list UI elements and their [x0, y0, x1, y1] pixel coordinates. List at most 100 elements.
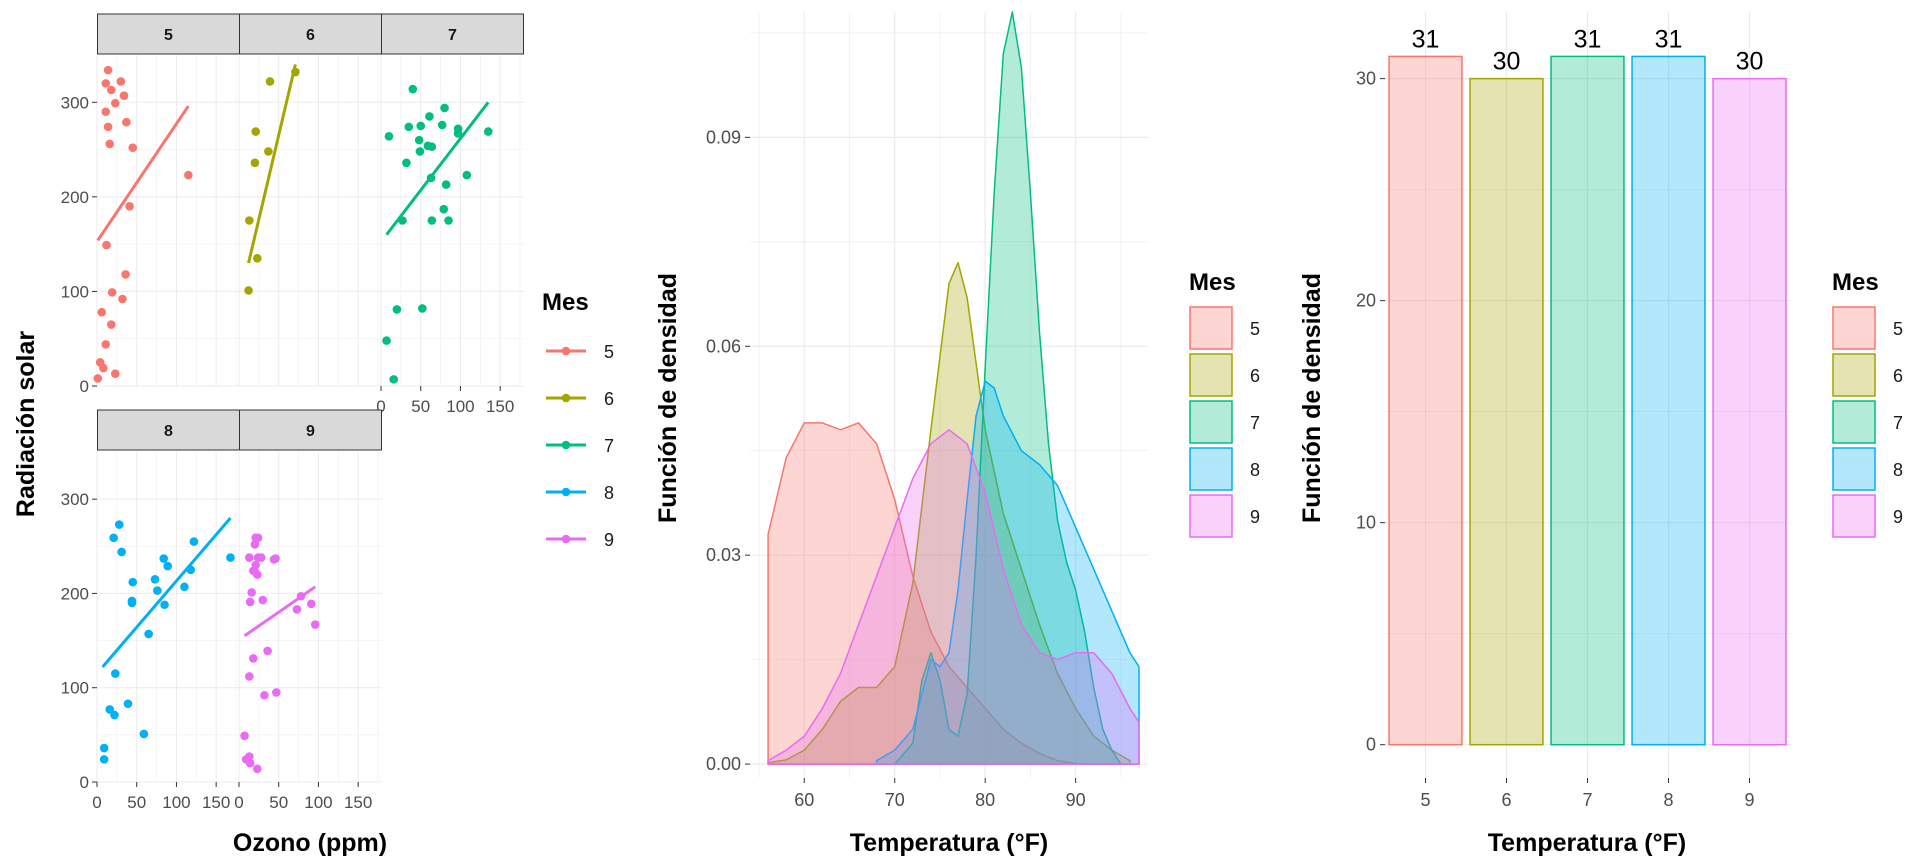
data-point: [260, 690, 269, 700]
data-label: 30: [1736, 48, 1764, 76]
data-point: [99, 755, 109, 764]
data-point: [153, 586, 162, 595]
data-point: [271, 554, 280, 563]
legend-key-box: [1832, 447, 1876, 491]
legend-label: 8: [604, 483, 614, 503]
data-point: [245, 758, 255, 768]
data-point: [427, 216, 437, 225]
regression-line: [385, 101, 490, 236]
data-point: [245, 597, 255, 607]
legend-title: Mes: [1189, 269, 1236, 296]
facet-9: 9 0 50 100 150: [234, 409, 382, 812]
x-tick-label: 150: [486, 397, 514, 416]
data-point: [263, 646, 272, 656]
data-point: [415, 147, 425, 156]
x-tick-label: 80: [975, 790, 995, 810]
data-point: [105, 139, 115, 149]
regression-line: [96, 105, 190, 242]
facet-strip: [97, 409, 240, 451]
x-tick-label: 50: [411, 397, 430, 416]
data-point: [440, 103, 449, 113]
facet-strip-label: 9: [306, 423, 315, 440]
y-tick-label: 200: [61, 188, 89, 207]
legend-key-box: [1832, 306, 1876, 350]
data-point: [245, 752, 254, 761]
legend-key-box: [1189, 353, 1233, 397]
legend-label: 6: [604, 389, 614, 409]
y-tick-label: 300: [61, 490, 89, 509]
data-point: [101, 79, 111, 88]
y-tick-label: 0.06: [706, 336, 741, 356]
data-point: [265, 77, 275, 86]
y-tick-label: 0: [80, 377, 89, 396]
data-point: [159, 554, 169, 563]
x-tick-label: 50: [269, 793, 288, 812]
x-tick-label: 90: [1066, 790, 1086, 810]
y-tick-label: 300: [61, 93, 89, 112]
data-point: [264, 147, 273, 156]
data-point: [109, 533, 118, 543]
data-point: [244, 286, 253, 295]
data-point: [249, 654, 258, 663]
legend-label: 5: [1893, 319, 1903, 339]
legend-label: 9: [604, 530, 614, 550]
data-point: [189, 537, 199, 546]
regression-line: [243, 585, 317, 638]
bar-panel: 31 5 30 6 31 7 31 8 30 9 0 10 20 30 Temperatura (°F) Fu…: [1298, 12, 1903, 857]
legend-label: 9: [1893, 507, 1903, 527]
data-point: [128, 143, 138, 152]
y-tick-label: 0.03: [706, 545, 741, 565]
data-point: [127, 598, 137, 608]
facet-background: [97, 452, 240, 782]
data-point: [437, 120, 447, 130]
x-tick-label: 100: [446, 397, 474, 416]
data-point: [184, 170, 193, 180]
legend-key-box: [1832, 400, 1876, 444]
data-point: [392, 305, 402, 314]
data-point: [251, 127, 260, 136]
legend-key-point: [561, 393, 571, 403]
data-point: [382, 336, 391, 345]
data-point: [245, 553, 254, 562]
y-axis-title: Radiación solar: [12, 331, 40, 517]
facet-strip-label: 5: [164, 27, 173, 44]
facet-7: 7 0 50 100 150: [376, 13, 524, 416]
regression-line: [101, 517, 232, 668]
legend-label: 7: [1893, 413, 1903, 433]
data-point: [102, 240, 111, 250]
data-point: [117, 547, 126, 557]
legend-key-box: [1832, 353, 1876, 397]
data-point: [97, 307, 107, 317]
x-axis-title: Ozono (ppm): [233, 829, 387, 857]
data-point: [462, 170, 472, 180]
legend-label: 5: [604, 342, 614, 362]
legend-label: 6: [1250, 366, 1260, 386]
x-tick-label: 0: [92, 793, 101, 812]
data-point: [107, 320, 116, 329]
legend-key-box: [1189, 447, 1233, 491]
data-point: [245, 216, 254, 225]
legend-title: Mes: [1832, 269, 1879, 296]
facet-strip-label: 8: [164, 423, 173, 440]
data-point: [483, 127, 493, 136]
facet-5: 5 0 100 200 300: [61, 13, 240, 396]
data-point: [99, 743, 109, 753]
x-tick-label: 150: [202, 793, 230, 812]
y-tick-label: 0.09: [706, 127, 741, 147]
data-point: [306, 599, 316, 609]
data-point: [93, 374, 103, 383]
data-point: [408, 84, 418, 94]
x-axis-title: Temperatura (°F): [850, 829, 1048, 857]
density-area-9: [767, 429, 1140, 765]
legend-key-box: [1189, 400, 1233, 444]
y-tick-label: 0: [80, 773, 89, 792]
facet-strip: [381, 13, 524, 55]
data-point: [101, 340, 111, 349]
data-point: [252, 764, 262, 774]
facet-strip: [239, 409, 382, 451]
data-point: [110, 710, 119, 720]
facet-strip-label: 6: [306, 27, 315, 44]
data-point: [105, 705, 115, 714]
data-point: [250, 540, 260, 549]
regression-line: [247, 64, 297, 264]
